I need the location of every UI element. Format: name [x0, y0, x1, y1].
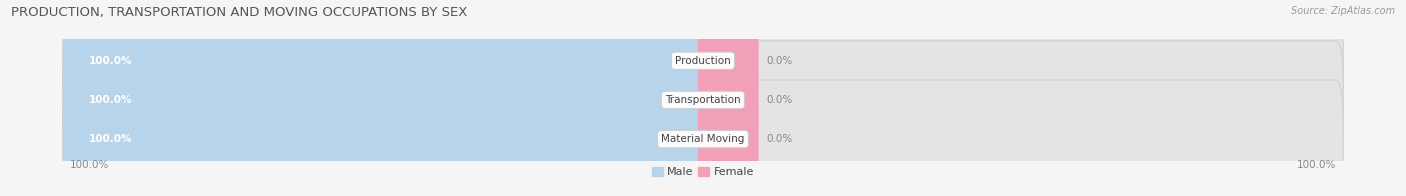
Text: PRODUCTION, TRANSPORTATION AND MOVING OCCUPATIONS BY SEX: PRODUCTION, TRANSPORTATION AND MOVING OC… — [11, 6, 468, 19]
Text: 0.0%: 0.0% — [766, 95, 793, 105]
Text: 100.0%: 100.0% — [1296, 160, 1336, 170]
Text: Material Moving: Material Moving — [661, 134, 745, 144]
FancyBboxPatch shape — [697, 96, 759, 183]
Text: Source: ZipAtlas.com: Source: ZipAtlas.com — [1291, 6, 1395, 16]
FancyBboxPatch shape — [697, 17, 759, 104]
Text: 0.0%: 0.0% — [766, 134, 793, 144]
FancyBboxPatch shape — [63, 41, 710, 159]
FancyBboxPatch shape — [697, 56, 759, 143]
Legend: Male, Female: Male, Female — [647, 162, 759, 182]
FancyBboxPatch shape — [63, 80, 1343, 196]
Text: 100.0%: 100.0% — [70, 160, 110, 170]
Text: Transportation: Transportation — [665, 95, 741, 105]
Text: 100.0%: 100.0% — [89, 56, 132, 66]
Text: 100.0%: 100.0% — [89, 134, 132, 144]
Text: 0.0%: 0.0% — [766, 56, 793, 66]
Text: 100.0%: 100.0% — [89, 95, 132, 105]
FancyBboxPatch shape — [63, 2, 1343, 120]
FancyBboxPatch shape — [63, 2, 710, 120]
FancyBboxPatch shape — [63, 80, 710, 196]
FancyBboxPatch shape — [63, 41, 1343, 159]
Text: Production: Production — [675, 56, 731, 66]
